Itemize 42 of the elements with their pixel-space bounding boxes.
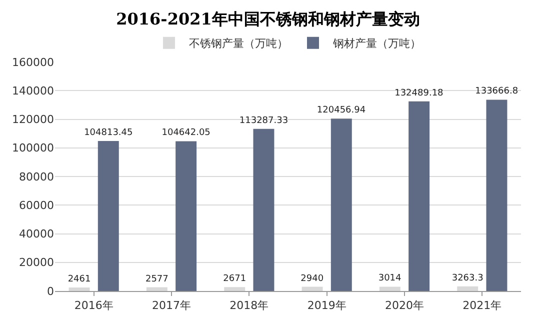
data-label: 2671: [223, 274, 246, 284]
bar: [379, 286, 400, 291]
data-label: 2461: [68, 274, 91, 284]
bar: [408, 101, 430, 291]
data-label: 113287.33: [239, 116, 288, 126]
y-tick-label: 80000: [19, 170, 54, 184]
bar: [146, 287, 168, 291]
y-tick-label: 20000: [19, 256, 54, 270]
bar: [224, 287, 246, 291]
x-tick-label: 2020年: [385, 299, 424, 312]
bar: [176, 141, 197, 291]
bar: [457, 286, 478, 291]
y-tick-label: 120000: [12, 113, 54, 126]
data-label: 3014: [378, 274, 402, 284]
data-label: 2940: [300, 274, 324, 284]
y-tick-label: 0: [47, 284, 54, 298]
data-label: 3263.3: [452, 273, 484, 284]
data-label: 132489.18: [394, 88, 444, 98]
data-label: 104642.05: [162, 128, 210, 138]
bar: [253, 128, 274, 291]
bar: [330, 118, 352, 291]
bar: [302, 286, 323, 291]
y-tick-label: 60000: [19, 198, 54, 212]
x-tick-label: 2016年: [74, 299, 114, 312]
legend-label: 不锈钢产量（万吨）: [189, 37, 288, 50]
data-label: 104813.45: [84, 128, 133, 138]
bar: [486, 100, 508, 291]
y-tick-label: 160000: [12, 56, 54, 69]
y-tick-label: 40000: [19, 228, 54, 241]
y-tick-label: 100000: [12, 142, 54, 155]
legend-label: 钢材产量（万吨）: [332, 37, 421, 50]
bar: [98, 140, 119, 291]
y-tick-label: 140000: [12, 84, 54, 98]
bar: [68, 287, 90, 291]
data-label: 2577: [145, 274, 168, 284]
data-label: 120456.94: [316, 106, 366, 116]
data-label: 133666.8: [475, 86, 518, 97]
x-tick-label: 2021年: [462, 299, 502, 312]
x-tick-label: 2018年: [230, 299, 269, 312]
x-tick-label: 2019年: [307, 299, 346, 312]
chart-title: 2016-2021年中国不锈钢和钢材产量变动: [116, 10, 420, 29]
x-tick-label: 2017年: [152, 299, 191, 312]
